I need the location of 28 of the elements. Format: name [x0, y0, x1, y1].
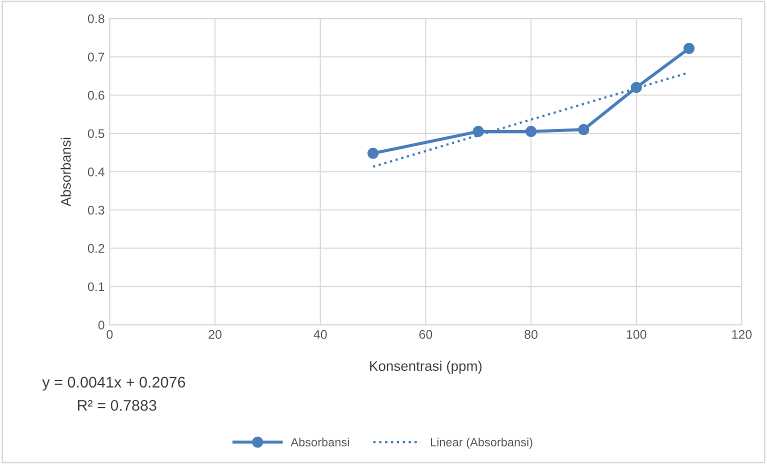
- text: R² = 0.7883: [78, 400, 156, 411]
- text: y = 0.0041x + 0.2076: [42, 376, 186, 391]
- x-axis-title: Konsentrasi (ppm): [370, 360, 482, 374]
- y-tick-label: 0: [98, 320, 104, 330]
- y-tick-label: 0.3: [88, 206, 104, 215]
- legend-label: Absorbansi: [290, 438, 349, 446]
- x-tick-label: 100: [626, 330, 646, 339]
- point: [630, 82, 642, 94]
- legend-label: Linear (Absorbansi): [430, 438, 532, 449]
- point: [525, 126, 537, 138]
- x-tick-label: 40: [314, 330, 327, 339]
- y-axis-title: Absorbansi: [60, 138, 71, 206]
- point: [578, 124, 590, 136]
- y-tick-label: 0.1: [88, 282, 104, 292]
- x-tick-label: 20: [208, 330, 222, 339]
- point: [683, 42, 695, 54]
- x-tick-label: 60: [419, 330, 432, 339]
- y-tick-label: 0.4: [88, 167, 104, 176]
- y-tick-label: 0.5: [88, 129, 104, 138]
- point: [472, 126, 484, 138]
- y-tick-label: 0.2: [88, 244, 104, 253]
- y-tick-label: 0.8: [88, 14, 104, 24]
- point: [367, 148, 379, 159]
- x-tick-label: 120: [732, 330, 752, 339]
- y-tick-label: 0.7: [88, 52, 104, 62]
- x-tick-label: 0: [106, 330, 113, 339]
- x-tick-label: 80: [524, 330, 538, 339]
- y-tick-label: 0.6: [88, 90, 104, 100]
